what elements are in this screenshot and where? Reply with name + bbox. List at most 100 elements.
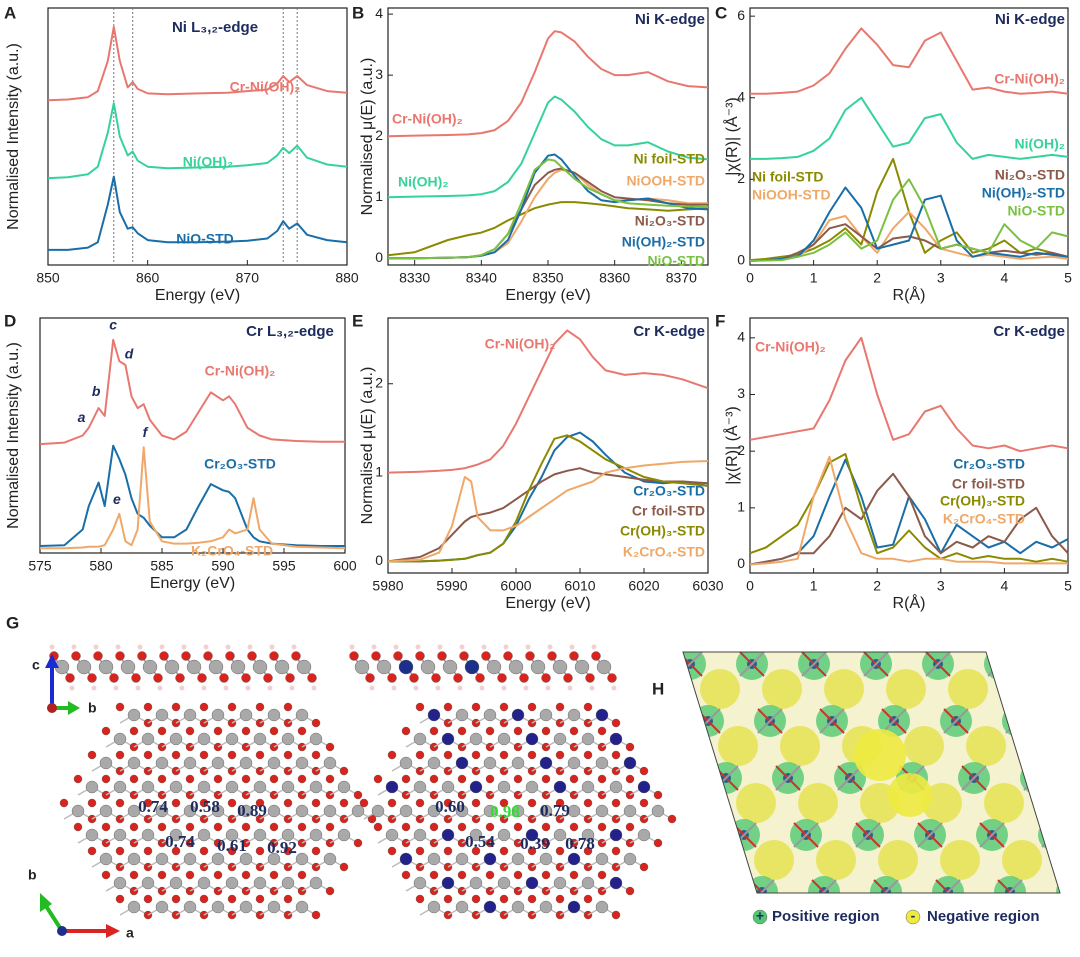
atom <box>295 852 309 866</box>
arrow-head <box>45 654 59 668</box>
series-label: NiO-STD <box>176 231 234 247</box>
atom <box>497 876 511 890</box>
panel-label: C <box>715 3 727 22</box>
bond <box>943 708 969 734</box>
atom <box>141 780 155 794</box>
series-label: Cr-Ni(OH)₂ <box>994 71 1065 87</box>
atom <box>169 828 183 842</box>
series-line <box>39 338 345 446</box>
panel-label: D <box>4 311 16 330</box>
atom <box>567 708 581 722</box>
atom <box>115 894 125 904</box>
series-label: NiOOH-STD <box>626 173 705 189</box>
atom <box>413 685 419 691</box>
bond <box>749 879 775 893</box>
atom <box>539 756 553 770</box>
atom <box>611 685 617 691</box>
atom <box>485 774 495 784</box>
negative-blob <box>718 726 758 766</box>
atom <box>295 900 309 914</box>
atom <box>457 726 467 736</box>
atom <box>508 659 524 675</box>
series-label: Cr₂O₃-STD <box>633 483 705 499</box>
series-label: Cr foil-STD <box>632 503 705 519</box>
atom <box>511 708 525 722</box>
atom <box>283 702 293 712</box>
atom <box>503 651 513 661</box>
atom <box>527 702 537 712</box>
atom <box>101 870 111 880</box>
atom <box>267 756 281 770</box>
atom <box>283 846 293 856</box>
x-tick-label: 595 <box>272 558 296 574</box>
panel-label: H <box>652 679 664 698</box>
charge-value: 0.60 <box>435 797 465 816</box>
atom <box>283 894 293 904</box>
atom <box>65 673 75 683</box>
atom <box>269 726 279 736</box>
atom <box>159 644 165 650</box>
atom <box>339 766 349 776</box>
series-line <box>40 446 346 550</box>
atom <box>415 846 425 856</box>
atom <box>413 780 427 794</box>
atom <box>281 876 295 890</box>
atom <box>497 673 507 683</box>
axis-label: b <box>28 867 37 883</box>
atom <box>401 774 411 784</box>
atom <box>553 732 567 746</box>
axis-origin <box>57 926 67 936</box>
negative-blob <box>1002 840 1042 880</box>
atom <box>143 702 153 712</box>
x-tick-label: 860 <box>136 270 160 286</box>
atom <box>567 685 573 691</box>
atom <box>245 685 251 691</box>
atom <box>387 750 397 760</box>
atom <box>203 644 209 650</box>
atom <box>469 828 483 842</box>
x-axis-title: Energy (eV) <box>505 595 590 612</box>
negative-blob <box>984 783 1024 823</box>
atom <box>339 798 349 808</box>
y-tick-label: 4 <box>375 5 383 21</box>
x-tick-label: 5990 <box>436 578 467 594</box>
negative-blob <box>736 783 776 823</box>
x-tick-label: 870 <box>236 270 260 286</box>
y-tick-label: 2 <box>737 442 745 458</box>
panel-label: B <box>352 3 364 22</box>
atom <box>211 852 225 866</box>
bond <box>997 879 1023 893</box>
series-label: Cr foil-STD <box>952 476 1025 492</box>
atom <box>625 742 635 752</box>
atom <box>1031 773 1041 783</box>
atom <box>499 846 509 856</box>
atom <box>283 750 293 760</box>
chart-title: Ni K-edge <box>635 11 705 28</box>
atom <box>309 828 323 842</box>
atom <box>227 846 237 856</box>
atom <box>457 870 467 880</box>
atom <box>141 876 155 890</box>
series-line <box>387 201 709 257</box>
atom <box>323 804 337 818</box>
atom <box>471 702 481 712</box>
atom <box>171 798 181 808</box>
series-line <box>47 102 348 180</box>
atom <box>530 659 546 675</box>
atom <box>309 780 323 794</box>
atom <box>157 822 167 832</box>
atom <box>527 894 537 904</box>
chart-title: Cr K-edge <box>633 323 705 340</box>
series-label: Cr-Ni(OH)₂ <box>230 79 301 95</box>
atom <box>443 702 453 712</box>
atom <box>391 685 397 691</box>
legend-swatch <box>752 909 768 925</box>
bond <box>1041 822 1060 848</box>
atom <box>625 822 635 832</box>
atom <box>183 804 197 818</box>
atom <box>337 828 351 842</box>
atom <box>609 732 623 746</box>
y-tick-label: 3 <box>375 66 383 82</box>
atom <box>127 852 141 866</box>
atom <box>486 659 502 675</box>
